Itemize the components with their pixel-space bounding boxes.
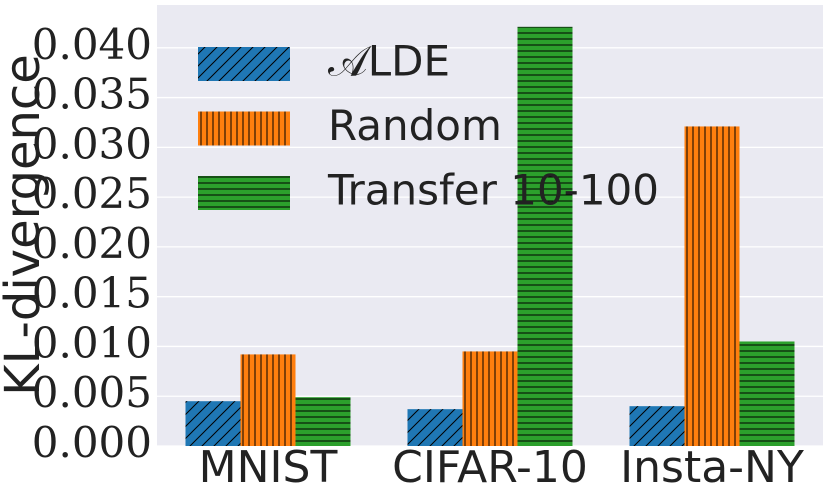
bar [407,409,463,446]
y-tick-label: 0.010 [32,318,152,367]
bar [462,351,518,446]
y-axis-label: KL-divergence [0,54,51,396]
y-tick-label: 0.035 [32,70,152,119]
bar [517,26,573,447]
bar-hatch [517,26,573,447]
legend-label: 𝒜LDE [328,37,450,86]
y-tick-label: 0.040 [32,20,152,69]
bar-hatch [185,401,241,446]
y-tick-label: 0.005 [32,368,152,417]
bar [739,341,795,446]
bar [295,397,351,446]
y-tick-label: 0.015 [32,269,152,318]
y-tick-label: 0.025 [32,169,152,218]
bar-hatch [462,351,518,446]
x-tick-label: Insta-NY [620,442,804,493]
x-tick-label: MNIST [199,442,338,493]
bar [240,354,296,446]
legend-label: Random [328,101,502,150]
bar-hatch [739,341,795,446]
bar-hatch [629,406,685,446]
y-tick-label: 0.030 [32,119,152,168]
legend-label: Transfer 10-100 [327,166,659,215]
bar-hatch [295,397,351,446]
y-tick-label: 0.020 [32,219,152,268]
x-tick-label: CIFAR-10 [392,442,588,493]
bar-hatch [240,354,296,446]
bar-hatch [684,126,740,446]
legend-swatch-hatch [198,47,290,81]
bar [185,401,241,446]
legend-swatch-hatch [198,176,290,210]
bar [629,406,685,446]
y-tick-label: 0.000 [32,418,152,467]
bar [684,126,740,446]
bar-hatch [407,409,463,446]
legend-swatch-hatch [198,111,290,146]
